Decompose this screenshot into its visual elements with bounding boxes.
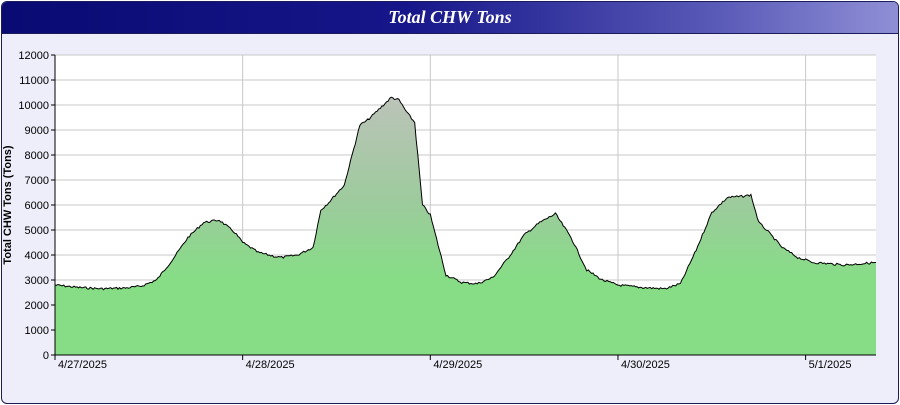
chart-title: Total CHW Tons — [388, 7, 512, 27]
series-line — [54, 96, 876, 291]
x-tick-labels: 4/27/2025 4/28/2025 4/29/2025 4/30/2025 5/1/… — [54, 355, 852, 371]
y-tick-label: 5000 — [25, 225, 49, 237]
y-tick-label: 9000 — [25, 125, 49, 137]
y-tick-label: 11000 — [19, 75, 49, 87]
x-tick-label: 4/30/2025 — [621, 359, 670, 371]
x-tick-label: 4/29/2025 — [433, 359, 482, 371]
y-tick-label: 10000 — [18, 100, 49, 112]
y-tick-label: 3000 — [25, 275, 49, 287]
y-tick-label: 0 — [43, 350, 49, 362]
y-tick-label: 1000 — [25, 325, 49, 337]
x-tick-label: 4/28/2025 — [246, 359, 295, 371]
y-tick-label: 7000 — [25, 175, 49, 187]
y-tick-label: 12000 — [18, 50, 49, 62]
y-tick-labels: 0 1000 2000 3000 4000 5000 6000 7000 8000 9000 100… — [18, 50, 55, 362]
y-tick-label: 6000 — [25, 200, 49, 212]
y-tick-label: 4000 — [25, 250, 49, 262]
x-tick-label: 4/27/2025 — [58, 359, 107, 371]
x-tick-label: 5/1/2025 — [809, 359, 852, 371]
title-bar: Total CHW Tons — [2, 2, 898, 34]
y-tick-label: 8000 — [25, 150, 49, 162]
y-tick-label: 2000 — [25, 300, 49, 312]
series-area — [55, 97, 876, 355]
y-axis-label: Total CHW Tons (Tons) — [2, 145, 14, 264]
